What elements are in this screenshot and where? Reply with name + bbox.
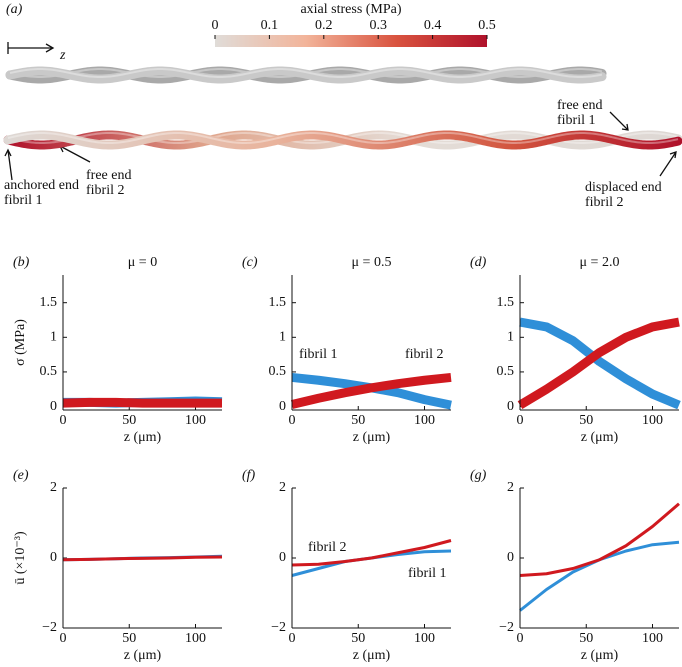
annotation: fibril 1 (557, 113, 596, 128)
z-axis-arrowhead (45, 43, 55, 53)
x-tick-label: 100 (185, 631, 206, 646)
fibril-highlight (7, 131, 679, 145)
fibril-highlight (9, 67, 603, 79)
y-axis-label: ū (×10⁻³) (13, 531, 28, 585)
x-tick-label: 100 (642, 631, 663, 646)
series-line (290, 372, 452, 409)
x-tick-label: 50 (579, 413, 593, 428)
series-label: fibril 1 (408, 566, 447, 581)
y-tick-label: 1.5 (269, 295, 287, 310)
chart-title: μ = 0 (128, 255, 157, 270)
y-tick-label: −2 (42, 620, 57, 635)
y-tick-label: 0 (507, 550, 514, 565)
annotation: fibril 1 (4, 193, 43, 208)
fibril-strand (5, 66, 607, 84)
x-tick-label: 50 (351, 631, 365, 646)
panel-label: (b) (13, 255, 30, 270)
y-tick-label: 1 (507, 330, 514, 345)
colorbar-title: axial stress (MPa) (300, 2, 401, 17)
y-tick-label: 0 (279, 399, 286, 414)
series-line (62, 397, 222, 408)
series-line (291, 539, 452, 567)
series-label: fibril 2 (308, 540, 347, 555)
y-tick-label: 1.5 (40, 295, 58, 310)
y-tick-label: 0 (50, 550, 57, 565)
x-tick-label: 100 (642, 413, 663, 428)
x-tick-label: 100 (185, 413, 206, 428)
annotation: z (59, 48, 66, 63)
series-label: fibril 2 (405, 347, 444, 362)
x-axis-label: z (μm) (353, 648, 391, 663)
x-tick-label: 50 (351, 413, 365, 428)
x-tick-label: 100 (414, 413, 435, 428)
colorbar-tick-label: 0.3 (369, 18, 387, 33)
series-line (519, 317, 681, 410)
x-tick-label: 50 (122, 631, 136, 646)
annotation: displaced end (585, 180, 662, 195)
y-tick-label: 0 (50, 399, 57, 414)
panel-label: (c) (242, 255, 258, 270)
panel-label: (g) (470, 468, 487, 483)
annotation: anchored end (4, 178, 79, 193)
x-tick-label: 0 (289, 413, 296, 428)
series-line (517, 317, 680, 410)
x-tick-label: 0 (60, 413, 67, 428)
series-line (62, 555, 223, 562)
chart-title: μ = 0.5 (352, 255, 392, 270)
annotation: free end (86, 168, 131, 183)
annotation: free end (557, 98, 602, 113)
y-tick-label: 2 (507, 480, 514, 495)
x-axis-label: z (μm) (353, 430, 391, 445)
y-tick-label: 2 (50, 480, 57, 495)
arrow (609, 111, 629, 131)
y-tick-label: 1 (50, 330, 57, 345)
y-tick-label: −2 (271, 620, 286, 635)
y-tick-label: 1.5 (497, 295, 515, 310)
x-tick-label: 0 (60, 631, 67, 646)
x-tick-label: 0 (517, 413, 524, 428)
y-tick-label: 1 (279, 330, 286, 345)
x-axis-label: z (μm) (124, 430, 162, 445)
panel-label: (d) (470, 255, 487, 270)
x-axis-label: z (μm) (581, 430, 619, 445)
fibril-strand (3, 130, 682, 150)
panel-label: (a) (6, 2, 23, 17)
colorbar-tick-label: 0.1 (261, 18, 279, 33)
y-tick-label: 0.5 (497, 364, 515, 379)
y-tick-label: 0 (279, 550, 286, 565)
x-axis-label: z (μm) (124, 648, 162, 663)
x-axis-label: z (μm) (581, 648, 619, 663)
colorbar-tick-label: 0.4 (424, 18, 442, 33)
y-tick-label: 2 (279, 480, 286, 495)
x-tick-label: 0 (517, 631, 524, 646)
colorbar-tick-label: 0 (212, 18, 219, 33)
x-tick-label: 100 (414, 631, 435, 646)
arrow (659, 151, 677, 177)
series-line (519, 502, 680, 577)
colorbar-tick-label: 0.5 (478, 18, 496, 33)
colorbar (215, 35, 487, 47)
chart-title: μ = 2.0 (580, 255, 620, 270)
y-tick-label: 0.5 (269, 364, 287, 379)
y-axis-label: σ (MPa) (13, 319, 28, 366)
x-tick-label: 0 (289, 631, 296, 646)
y-tick-label: 0 (507, 399, 514, 414)
series-label: fibril 1 (299, 347, 338, 362)
annotation: fibril 2 (585, 195, 624, 210)
arrow (4, 148, 13, 181)
panel-label: (f) (242, 468, 256, 483)
x-tick-label: 50 (579, 631, 593, 646)
y-tick-label: 0.5 (40, 364, 58, 379)
series-line (519, 540, 680, 612)
panel-label: (e) (13, 468, 29, 483)
x-tick-label: 50 (122, 413, 136, 428)
annotation: fibril 2 (86, 183, 125, 198)
y-tick-label: −2 (499, 620, 514, 635)
colorbar-tick-label: 0.2 (315, 18, 333, 33)
arrow (58, 145, 91, 163)
